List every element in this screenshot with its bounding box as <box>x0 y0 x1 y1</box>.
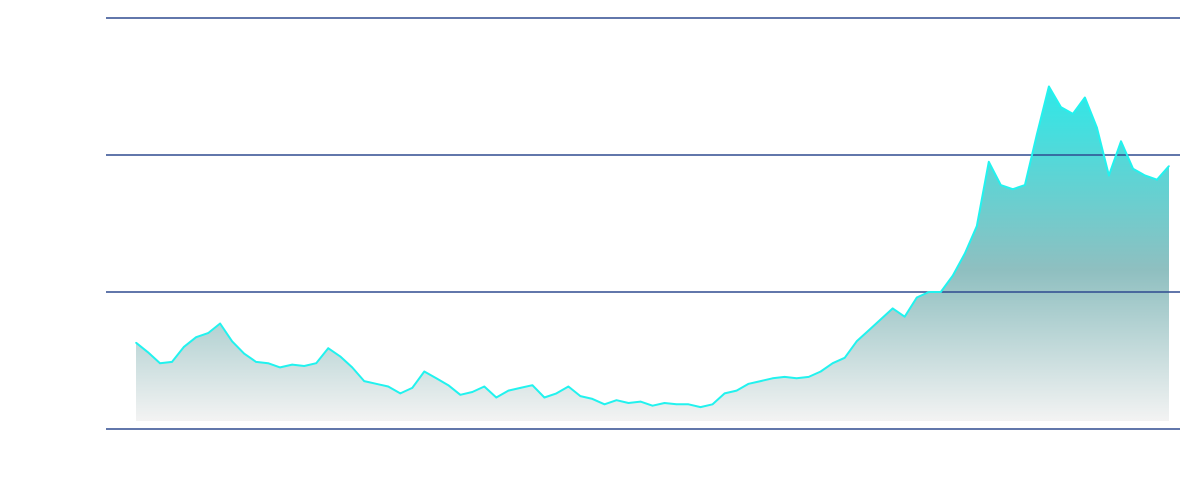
data-point-51 <box>747 383 750 385</box>
data-point-64 <box>903 315 906 318</box>
data-point-60 <box>855 340 858 343</box>
data-point-16 <box>327 347 330 350</box>
data-point-54 <box>783 376 786 378</box>
data-point-59 <box>843 357 846 359</box>
data-point-57 <box>819 370 822 373</box>
data-point-28 <box>471 391 474 393</box>
data-point-5 <box>195 336 197 339</box>
data-point-86 <box>1168 165 1170 167</box>
data-point-17 <box>339 355 342 358</box>
data-point-80 <box>1096 126 1098 129</box>
data-point-79 <box>1084 96 1086 99</box>
data-point-46 <box>687 403 690 406</box>
data-point-3 <box>171 361 173 363</box>
data-point-23 <box>411 387 414 389</box>
data-point-36 <box>567 385 570 388</box>
data-point-77 <box>1060 106 1062 108</box>
data-point-58 <box>831 362 834 365</box>
series-area <box>136 86 1169 421</box>
data-point-72 <box>1000 184 1002 186</box>
data-point-62 <box>879 318 882 321</box>
data-point-22 <box>399 392 402 395</box>
data-point-68 <box>952 274 954 277</box>
data-point-52 <box>759 380 762 382</box>
data-point-2 <box>159 362 161 365</box>
data-point-49 <box>723 392 726 395</box>
data-point-8 <box>231 340 233 343</box>
data-point-12 <box>279 366 281 369</box>
data-point-0 <box>135 341 137 344</box>
data-point-70 <box>976 225 978 227</box>
data-point-45 <box>675 403 678 406</box>
data-point-83 <box>1132 167 1134 170</box>
data-point-31 <box>507 389 510 392</box>
data-point-14 <box>303 365 306 367</box>
data-point-40 <box>615 399 618 402</box>
data-point-74 <box>1024 184 1026 186</box>
data-point-9 <box>243 352 245 355</box>
data-point-65 <box>916 296 918 299</box>
data-point-67 <box>940 291 942 293</box>
data-point-38 <box>591 398 594 400</box>
data-point-24 <box>423 370 426 373</box>
data-point-15 <box>315 362 318 365</box>
data-point-56 <box>807 376 810 378</box>
data-point-76 <box>1048 85 1050 88</box>
data-point-34 <box>543 396 546 399</box>
data-point-7 <box>219 322 221 325</box>
data-point-27 <box>459 394 462 396</box>
data-point-43 <box>651 404 654 407</box>
data-point-19 <box>363 380 366 382</box>
data-point-25 <box>435 377 438 380</box>
data-point-81 <box>1108 174 1110 177</box>
data-point-30 <box>495 396 498 399</box>
data-point-13 <box>291 363 294 366</box>
data-point-42 <box>639 400 642 403</box>
data-point-20 <box>375 383 378 385</box>
data-point-53 <box>771 377 774 380</box>
data-point-63 <box>891 307 894 310</box>
data-point-29 <box>483 385 486 388</box>
data-point-61 <box>867 329 870 332</box>
data-point-78 <box>1072 113 1074 115</box>
data-point-10 <box>255 361 257 363</box>
data-point-1 <box>147 351 149 354</box>
data-point-82 <box>1120 140 1122 143</box>
data-point-41 <box>627 402 630 404</box>
data-point-50 <box>735 389 738 392</box>
data-point-85 <box>1156 178 1158 181</box>
data-point-33 <box>531 384 534 387</box>
data-point-48 <box>711 403 714 406</box>
data-point-4 <box>183 346 185 348</box>
data-point-75 <box>1036 133 1038 136</box>
data-point-66 <box>928 291 930 293</box>
data-point-35 <box>555 392 558 395</box>
data-point-32 <box>519 387 522 389</box>
data-point-71 <box>988 161 990 163</box>
data-point-47 <box>699 406 702 408</box>
data-point-73 <box>1012 188 1014 190</box>
data-point-44 <box>663 402 666 404</box>
data-point-69 <box>964 252 966 255</box>
data-point-37 <box>579 395 582 397</box>
data-point-55 <box>795 377 798 380</box>
data-point-11 <box>267 362 269 365</box>
data-point-84 <box>1144 174 1146 177</box>
data-point-39 <box>603 403 606 406</box>
data-point-6 <box>207 332 209 334</box>
data-point-18 <box>351 366 354 369</box>
data-point-21 <box>387 385 390 388</box>
data-point-26 <box>447 384 450 387</box>
